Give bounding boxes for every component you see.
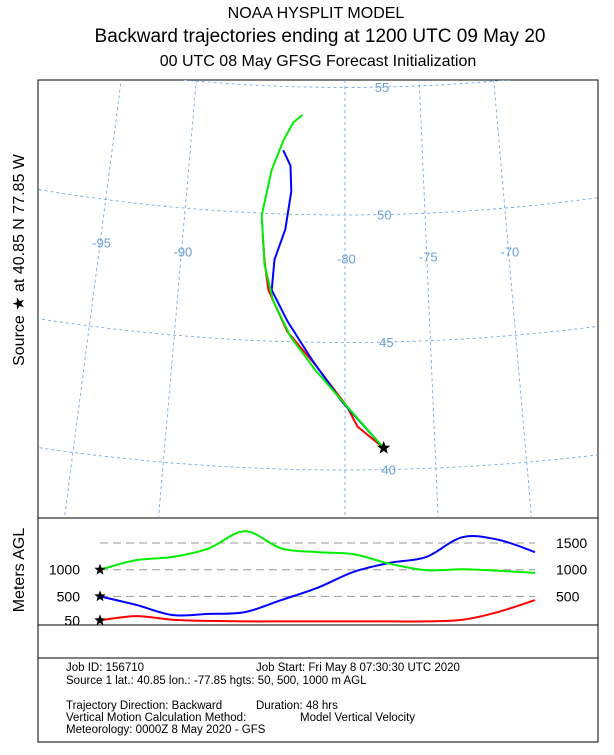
source-marker bbox=[377, 441, 391, 454]
start-marker bbox=[94, 614, 106, 626]
footer-text: Job ID: 156710 bbox=[66, 662, 144, 674]
footer-text: Vertical Motion Calculation Method: bbox=[66, 712, 246, 724]
height-line bbox=[99, 599, 536, 623]
footer-text: Meteorology: 0000Z 8 May 2020 - GFS bbox=[66, 724, 266, 736]
footer-frame bbox=[37, 657, 599, 743]
longitude-line bbox=[158, 80, 197, 518]
latitude-line bbox=[38, 189, 598, 216]
footer-text: Trajectory Direction: Backward bbox=[66, 700, 222, 712]
longitude-line bbox=[493, 80, 532, 518]
trajectory bbox=[260, 114, 385, 449]
level-label: 500 bbox=[556, 588, 580, 604]
trajectory bbox=[261, 233, 385, 449]
height-frame bbox=[37, 517, 599, 626]
footer-text: Duration: 48 hrs bbox=[256, 700, 338, 712]
height-axis-label: Meters AGL bbox=[11, 528, 28, 613]
start-height-label: 50 bbox=[64, 612, 80, 628]
latitude-label: 40 bbox=[381, 463, 395, 478]
trajectory bbox=[270, 149, 385, 449]
start-marker bbox=[94, 563, 106, 575]
map: 40 45 50 55 -95 -90 -80 -75 -70 bbox=[38, 80, 598, 518]
longitude-label: -95 bbox=[92, 236, 111, 251]
start-marker bbox=[94, 590, 106, 602]
start-height-label: 1000 bbox=[49, 562, 80, 578]
title: NOAA HYSPLIT MODEL bbox=[228, 5, 405, 22]
map-frame bbox=[37, 79, 599, 519]
longitude-label: -90 bbox=[174, 244, 193, 259]
footer-text: Source 1 lat.: 40.85 lon.: -77.85 hgts: … bbox=[66, 675, 367, 687]
longitude-label: -75 bbox=[419, 250, 438, 265]
subtitle: Backward trajectories ending at 1200 UTC… bbox=[95, 26, 546, 47]
start-height-label: 500 bbox=[57, 588, 81, 604]
footer-text: Model Vertical Velocity bbox=[300, 712, 415, 724]
height-line bbox=[99, 535, 536, 617]
latitude-label: 55 bbox=[375, 80, 389, 95]
longitude-label: -70 bbox=[500, 244, 519, 259]
latitude-line bbox=[38, 318, 598, 343]
footer-text: Job Start: Fri May 8 07:30:30 UTC 2020 bbox=[256, 662, 460, 674]
height-panel: 1500 1000 500 50 500 1000 bbox=[49, 530, 587, 628]
height-line bbox=[99, 530, 536, 574]
subtitle-2: 00 UTC 08 May GFSG Forecast Initializati… bbox=[160, 53, 477, 70]
source-label: Source ★ at 40.85 N 77.85 W bbox=[11, 153, 28, 366]
longitude-line bbox=[418, 80, 439, 518]
latitude-label: 50 bbox=[377, 208, 391, 223]
longitude-label: -80 bbox=[337, 251, 356, 266]
level-label: 1000 bbox=[556, 562, 587, 578]
latitude-label: 45 bbox=[379, 335, 393, 350]
level-label: 1500 bbox=[556, 535, 587, 551]
latitude-line bbox=[38, 447, 598, 471]
